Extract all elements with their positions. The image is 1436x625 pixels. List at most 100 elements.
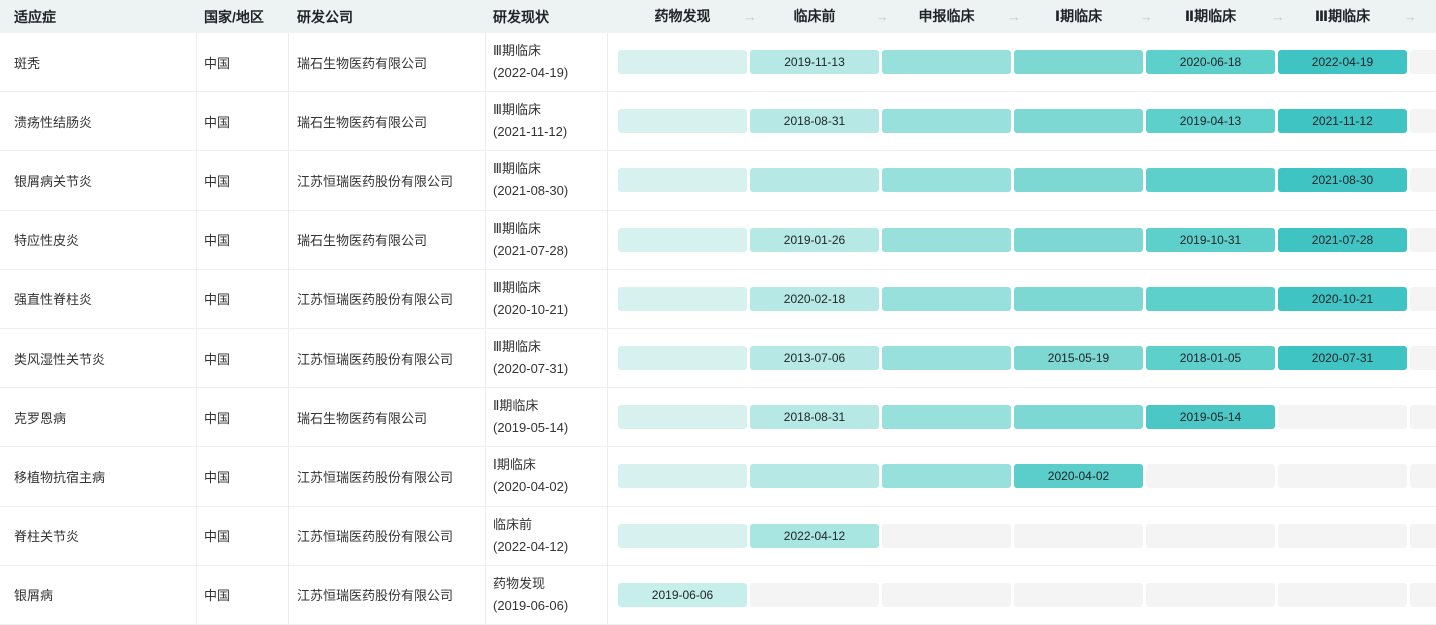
stage-bar-0[interactable] [618,345,747,370]
stage-bar-0[interactable] [618,227,747,252]
region-cell: 中国 [197,269,289,328]
stage-bar-4[interactable]: 2020-06-18 [1146,50,1275,74]
indication-cell: 克罗恩病 [0,388,197,447]
stage-bar-3 [1014,523,1143,548]
status-stage: Ⅲ期临床 [493,43,541,59]
stage-bar-3[interactable] [1014,227,1143,252]
status-date: (2020-04-02) [493,479,569,495]
stage-bar-3[interactable] [1014,405,1143,430]
stage-bar-5[interactable]: 2020-10-21 [1278,286,1407,311]
status-stage: 临床前 [493,516,533,532]
stage-bar-4[interactable]: 2019-05-14 [1146,405,1275,430]
company-cell: 瑞石生物医药有限公司 [289,210,486,269]
stage-bar-0[interactable] [618,286,747,311]
stage-bar-0[interactable] [618,523,747,548]
stage-bar-5[interactable]: 2020-07-31 [1278,345,1407,370]
stage-bar-3[interactable] [1014,168,1143,193]
company-cell: 瑞石生物医药有限公司 [289,33,486,92]
timeline-cell: 2019-06-06 [608,566,1436,624]
stage-bar-0[interactable]: 2019-06-06 [618,582,747,607]
arrow-right-icon: → [875,9,889,24]
stage-bar-2[interactable] [882,109,1011,134]
stage-bar-1[interactable]: 2018-08-31 [750,405,879,430]
timeline-cell: 2013-07-06 2015-05-19 2018-01-05 2020-07-31 [608,329,1436,387]
stage-bar-4[interactable] [1146,286,1275,311]
company-cell: 江苏恒瑞医药股份有限公司 [289,269,486,328]
arrow-right-icon: → [1271,9,1285,24]
stage-bar-0[interactable] [618,405,747,430]
timeline-header: 药物发现 → 临床前 → 申报临床 → Ⅰ期临床 → Ⅱ期临床 → Ⅲ期临床 → [608,0,1436,33]
stage-bar-4[interactable]: 2018-01-05 [1146,345,1275,370]
stage-bar-4[interactable]: 2019-04-13 [1146,109,1275,134]
status-stage: Ⅲ期临床 [493,339,541,355]
timeline-cell: 2019-11-13 2020-06-18 2022-04-19 [608,33,1436,91]
column-header-region: 国家/地区 [204,8,264,25]
stage-bar-3[interactable] [1014,50,1143,74]
arrow-right-icon: → [1007,9,1021,24]
stage-bar-3[interactable] [1014,286,1143,311]
region-cell: 中国 [197,328,289,388]
arrow-right-icon: → [743,9,757,24]
table-row: 特应性皮炎 中国 瑞石生物医药有限公司 Ⅲ期临床 (2021-07-28) 20… [0,210,1436,270]
table-row: 克罗恩病 中国 瑞石生物医药有限公司 Ⅱ期临床 (2019-05-14) 201… [0,388,1436,448]
indication-cell: 银屑病关节炎 [0,151,197,210]
stage-bar-next [1410,227,1436,252]
stage-bar-0[interactable] [618,464,747,489]
stage-bar-1[interactable]: 2019-11-13 [750,50,879,74]
stage-bar-3[interactable]: 2020-04-02 [1014,464,1143,489]
stage-bar-0[interactable] [618,168,747,193]
company-cell: 江苏恒瑞医药股份有限公司 [289,151,486,210]
stage-bar-1[interactable]: 2013-07-06 [750,345,879,370]
status-date: (2019-05-14) [493,420,569,436]
stage-bar-1[interactable]: 2020-02-18 [750,286,879,311]
region-cell: 中国 [197,506,289,565]
table-row: 银屑病 中国 江苏恒瑞医药股份有限公司 药物发现 (2019-06-06) 20… [0,565,1436,625]
stage-bar-2[interactable] [882,464,1011,489]
status-cell: 药物发现 (2019-06-06) [486,565,608,624]
table-row: 移植物抗宿主病 中国 江苏恒瑞医药股份有限公司 Ⅰ期临床 (2020-04-02… [0,447,1436,507]
stage-bar-0[interactable] [618,109,747,134]
stage-bar-next [1410,168,1436,193]
stage-bar-0[interactable] [618,50,747,74]
status-cell: Ⅲ期临床 (2020-07-31) [486,328,608,388]
stage-bar-2[interactable] [882,50,1011,74]
stage-bar-1 [750,582,879,607]
stage-bar-3[interactable] [1014,109,1143,134]
stage-header-4: Ⅱ期临床 [1184,8,1237,24]
stage-bar-5[interactable]: 2022-04-19 [1278,50,1407,74]
stage-bar-3[interactable]: 2015-05-19 [1014,345,1143,370]
status-stage: 药物发现 [493,575,546,591]
stage-bar-5[interactable]: 2021-08-30 [1278,168,1407,193]
stage-header-1: 临床前 [793,8,836,24]
status-stage: Ⅲ期临床 [493,161,541,177]
stage-bar-2[interactable] [882,168,1011,193]
status-date: (2020-10-21) [493,301,569,317]
stage-bar-5[interactable]: 2021-07-28 [1278,227,1407,252]
stage-bar-2[interactable] [882,286,1011,311]
stage-bar-next [1410,405,1436,430]
stage-bar-2[interactable] [882,405,1011,430]
stage-bar-2[interactable] [882,345,1011,370]
table-header: 适应症 国家/地区 研发公司 研发现状 药物发现 → 临床前 → 申报临床 → Ⅰ期临床 → Ⅱ… [0,0,1436,33]
stage-bar-1[interactable]: 2019-01-26 [750,227,879,252]
indication-cell: 脊柱关节炎 [0,506,197,565]
stage-bar-4[interactable]: 2019-10-31 [1146,227,1275,252]
stage-bar-1[interactable] [750,464,879,489]
stage-bar-2[interactable] [882,227,1011,252]
stage-bar-next [1410,464,1436,489]
stage-bar-1[interactable]: 2018-08-31 [750,109,879,134]
stage-bar-2 [882,523,1011,548]
stage-bar-next [1410,50,1436,74]
arrow-right-icon: → [1403,9,1417,24]
stage-bar-5 [1278,464,1407,489]
region-cell: 中国 [197,565,289,624]
region-cell: 中国 [197,151,289,210]
stage-bar-5[interactable]: 2021-11-12 [1278,109,1407,134]
stage-bar-4[interactable] [1146,168,1275,193]
stage-bar-4 [1146,464,1275,489]
stage-bar-4 [1146,582,1275,607]
stage-bar-1[interactable]: 2022-04-12 [750,523,879,548]
stage-bar-1[interactable] [750,168,879,193]
status-cell: Ⅲ期临床 (2021-07-28) [486,210,608,269]
